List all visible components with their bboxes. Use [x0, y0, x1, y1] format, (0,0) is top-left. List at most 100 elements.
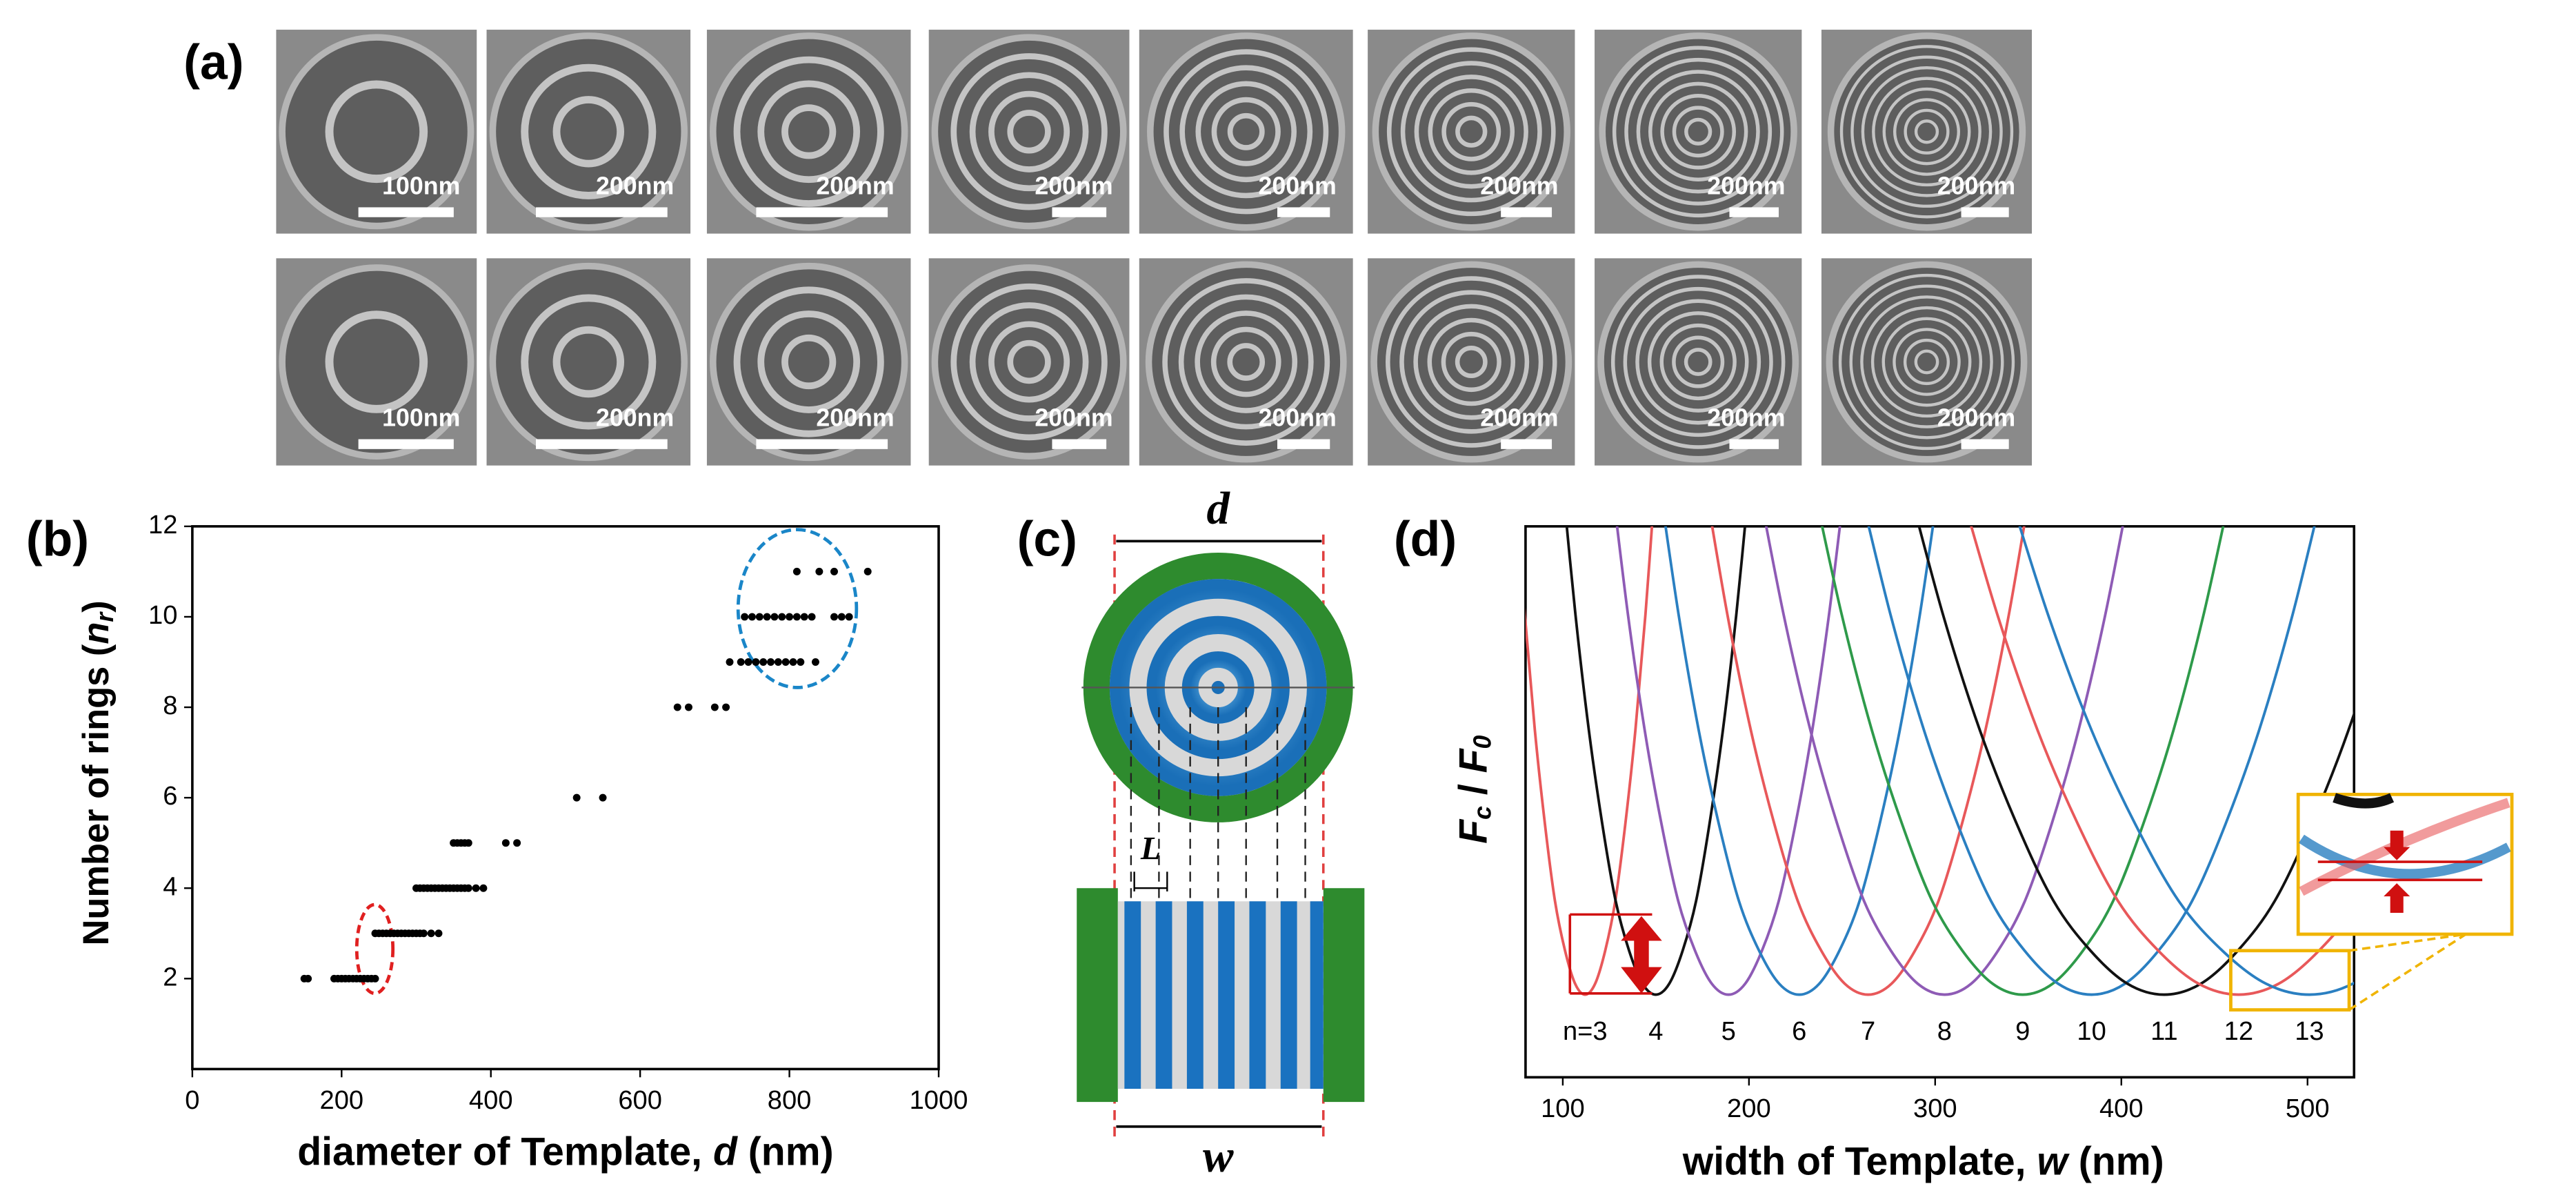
ring [1413, 304, 1530, 420]
series-label: 4 [1648, 1016, 1663, 1046]
scale-bar [358, 207, 454, 217]
sem-image: 200nm [1595, 30, 1802, 234]
sem-image: 200nm [1368, 30, 1575, 234]
ring [552, 96, 625, 168]
scale-bar [358, 439, 454, 449]
ring [1007, 110, 1051, 154]
point [472, 884, 480, 892]
ring [969, 302, 1089, 422]
disk [492, 266, 685, 458]
ring [1914, 119, 1939, 144]
series-label: 6 [1792, 1016, 1806, 1046]
scale-bar [536, 207, 668, 217]
ring [1659, 323, 1737, 401]
annotations [1568, 792, 2514, 1012]
x-tick-label: 1000 [910, 1085, 968, 1115]
series-label: 13 [2295, 1016, 2324, 1046]
point [572, 793, 581, 802]
point [789, 658, 797, 666]
diagram [1077, 534, 1365, 1143]
point [599, 793, 607, 802]
ring [1441, 331, 1501, 393]
sem-image: 200nm [1139, 258, 1353, 466]
disk [1601, 264, 1796, 460]
point [811, 658, 819, 666]
series-label: 8 [1937, 1016, 1952, 1046]
ring [1860, 295, 1993, 428]
point [774, 658, 782, 666]
diagram-label: w [1203, 1132, 1234, 1182]
series-label: 7 [1861, 1016, 1875, 1046]
disk-rim [931, 264, 1127, 460]
ring [1455, 115, 1488, 148]
scale-bar [1729, 207, 1779, 217]
ring [1872, 77, 1981, 187]
point [830, 613, 838, 621]
point [808, 613, 816, 621]
panel-label: (a) [183, 34, 243, 90]
curve [1764, 526, 2124, 996]
scale-bar-label: 200nm [596, 404, 674, 431]
point [797, 658, 805, 666]
disk-rim [1147, 32, 1346, 231]
ring [1684, 348, 1713, 376]
point [748, 613, 756, 621]
ring [1623, 286, 1773, 437]
ring [1635, 299, 1761, 425]
scale-bar-label: 200nm [1707, 404, 1785, 431]
disk [935, 37, 1124, 226]
ring [1399, 290, 1544, 434]
highlight-ellipse [736, 528, 859, 689]
point [767, 658, 775, 666]
point [464, 839, 472, 847]
curve [1525, 526, 1654, 996]
scale-bar-label: 200nm [1937, 172, 2015, 199]
sem-image: 200nm [1139, 30, 1353, 234]
ring [1839, 45, 2014, 219]
curve [1867, 526, 2316, 996]
curve [2018, 526, 2355, 996]
disk-rim [279, 264, 475, 460]
ring [757, 80, 861, 184]
curve [1615, 526, 1841, 996]
scale-bar-label: 200nm [1259, 172, 1337, 199]
sem-image: 200nm [1821, 258, 2033, 466]
x-tick-label: 0 [185, 1085, 199, 1115]
ring [781, 104, 837, 159]
ring [1893, 328, 1961, 396]
sem-image: 200nm [1368, 258, 1575, 466]
point [479, 884, 488, 892]
sem-image: 200nm [486, 258, 691, 466]
ring [1428, 88, 1515, 175]
y-tick-label: 10 [148, 600, 177, 630]
ring [1427, 317, 1516, 406]
curve [1970, 526, 2355, 996]
disk [935, 267, 1124, 457]
curve [1565, 526, 1747, 996]
point [830, 567, 838, 575]
ring [521, 63, 657, 199]
disk [1148, 264, 1344, 460]
sem-image: 200nm [928, 30, 1130, 234]
point [419, 929, 428, 938]
ring [1903, 338, 1950, 386]
ring [1672, 106, 1724, 158]
ring [1850, 55, 2003, 208]
point [759, 658, 768, 666]
ring [950, 283, 1108, 441]
panel-label: (b) [26, 512, 89, 567]
x-tick-label: 500 [2286, 1094, 2330, 1123]
ring [1672, 335, 1725, 388]
ring [1870, 306, 1983, 418]
disk-rim [1597, 261, 1799, 463]
scale-bar-label: 200nm [1035, 172, 1112, 199]
point [673, 703, 681, 711]
disk [712, 35, 905, 228]
series-label: 5 [1721, 1016, 1736, 1046]
point [304, 974, 312, 983]
point [501, 839, 510, 847]
scale-bar [1729, 439, 1779, 449]
point [752, 658, 760, 666]
ring [1227, 343, 1266, 381]
